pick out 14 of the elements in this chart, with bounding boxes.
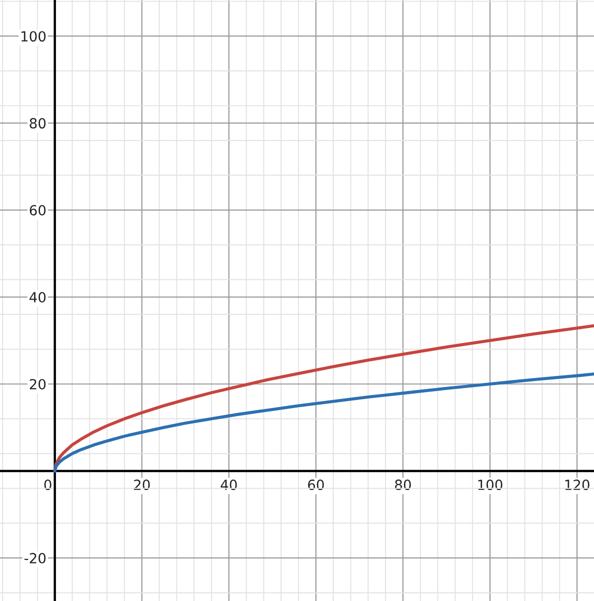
y-tick-label: 40: [30, 292, 46, 302]
y-tick-label: -20: [24, 552, 46, 564]
y-tick-label: 100: [22, 31, 46, 42]
x-tick-label: 40: [220, 480, 237, 490]
x-tick-label: 100: [478, 480, 502, 490]
x-tick-label: 80: [395, 480, 411, 490]
y-tick-label: 60: [30, 205, 46, 216]
line-series: [53, 372, 594, 472]
y-tick-label: 80: [30, 118, 46, 129]
y-tick-label: 20: [30, 378, 46, 390]
x-tick-label: 0: [44, 480, 52, 490]
x-tick-label: 120: [565, 480, 590, 490]
x-tick-label: 20: [134, 480, 150, 490]
x-tick-label: 60: [308, 480, 324, 490]
